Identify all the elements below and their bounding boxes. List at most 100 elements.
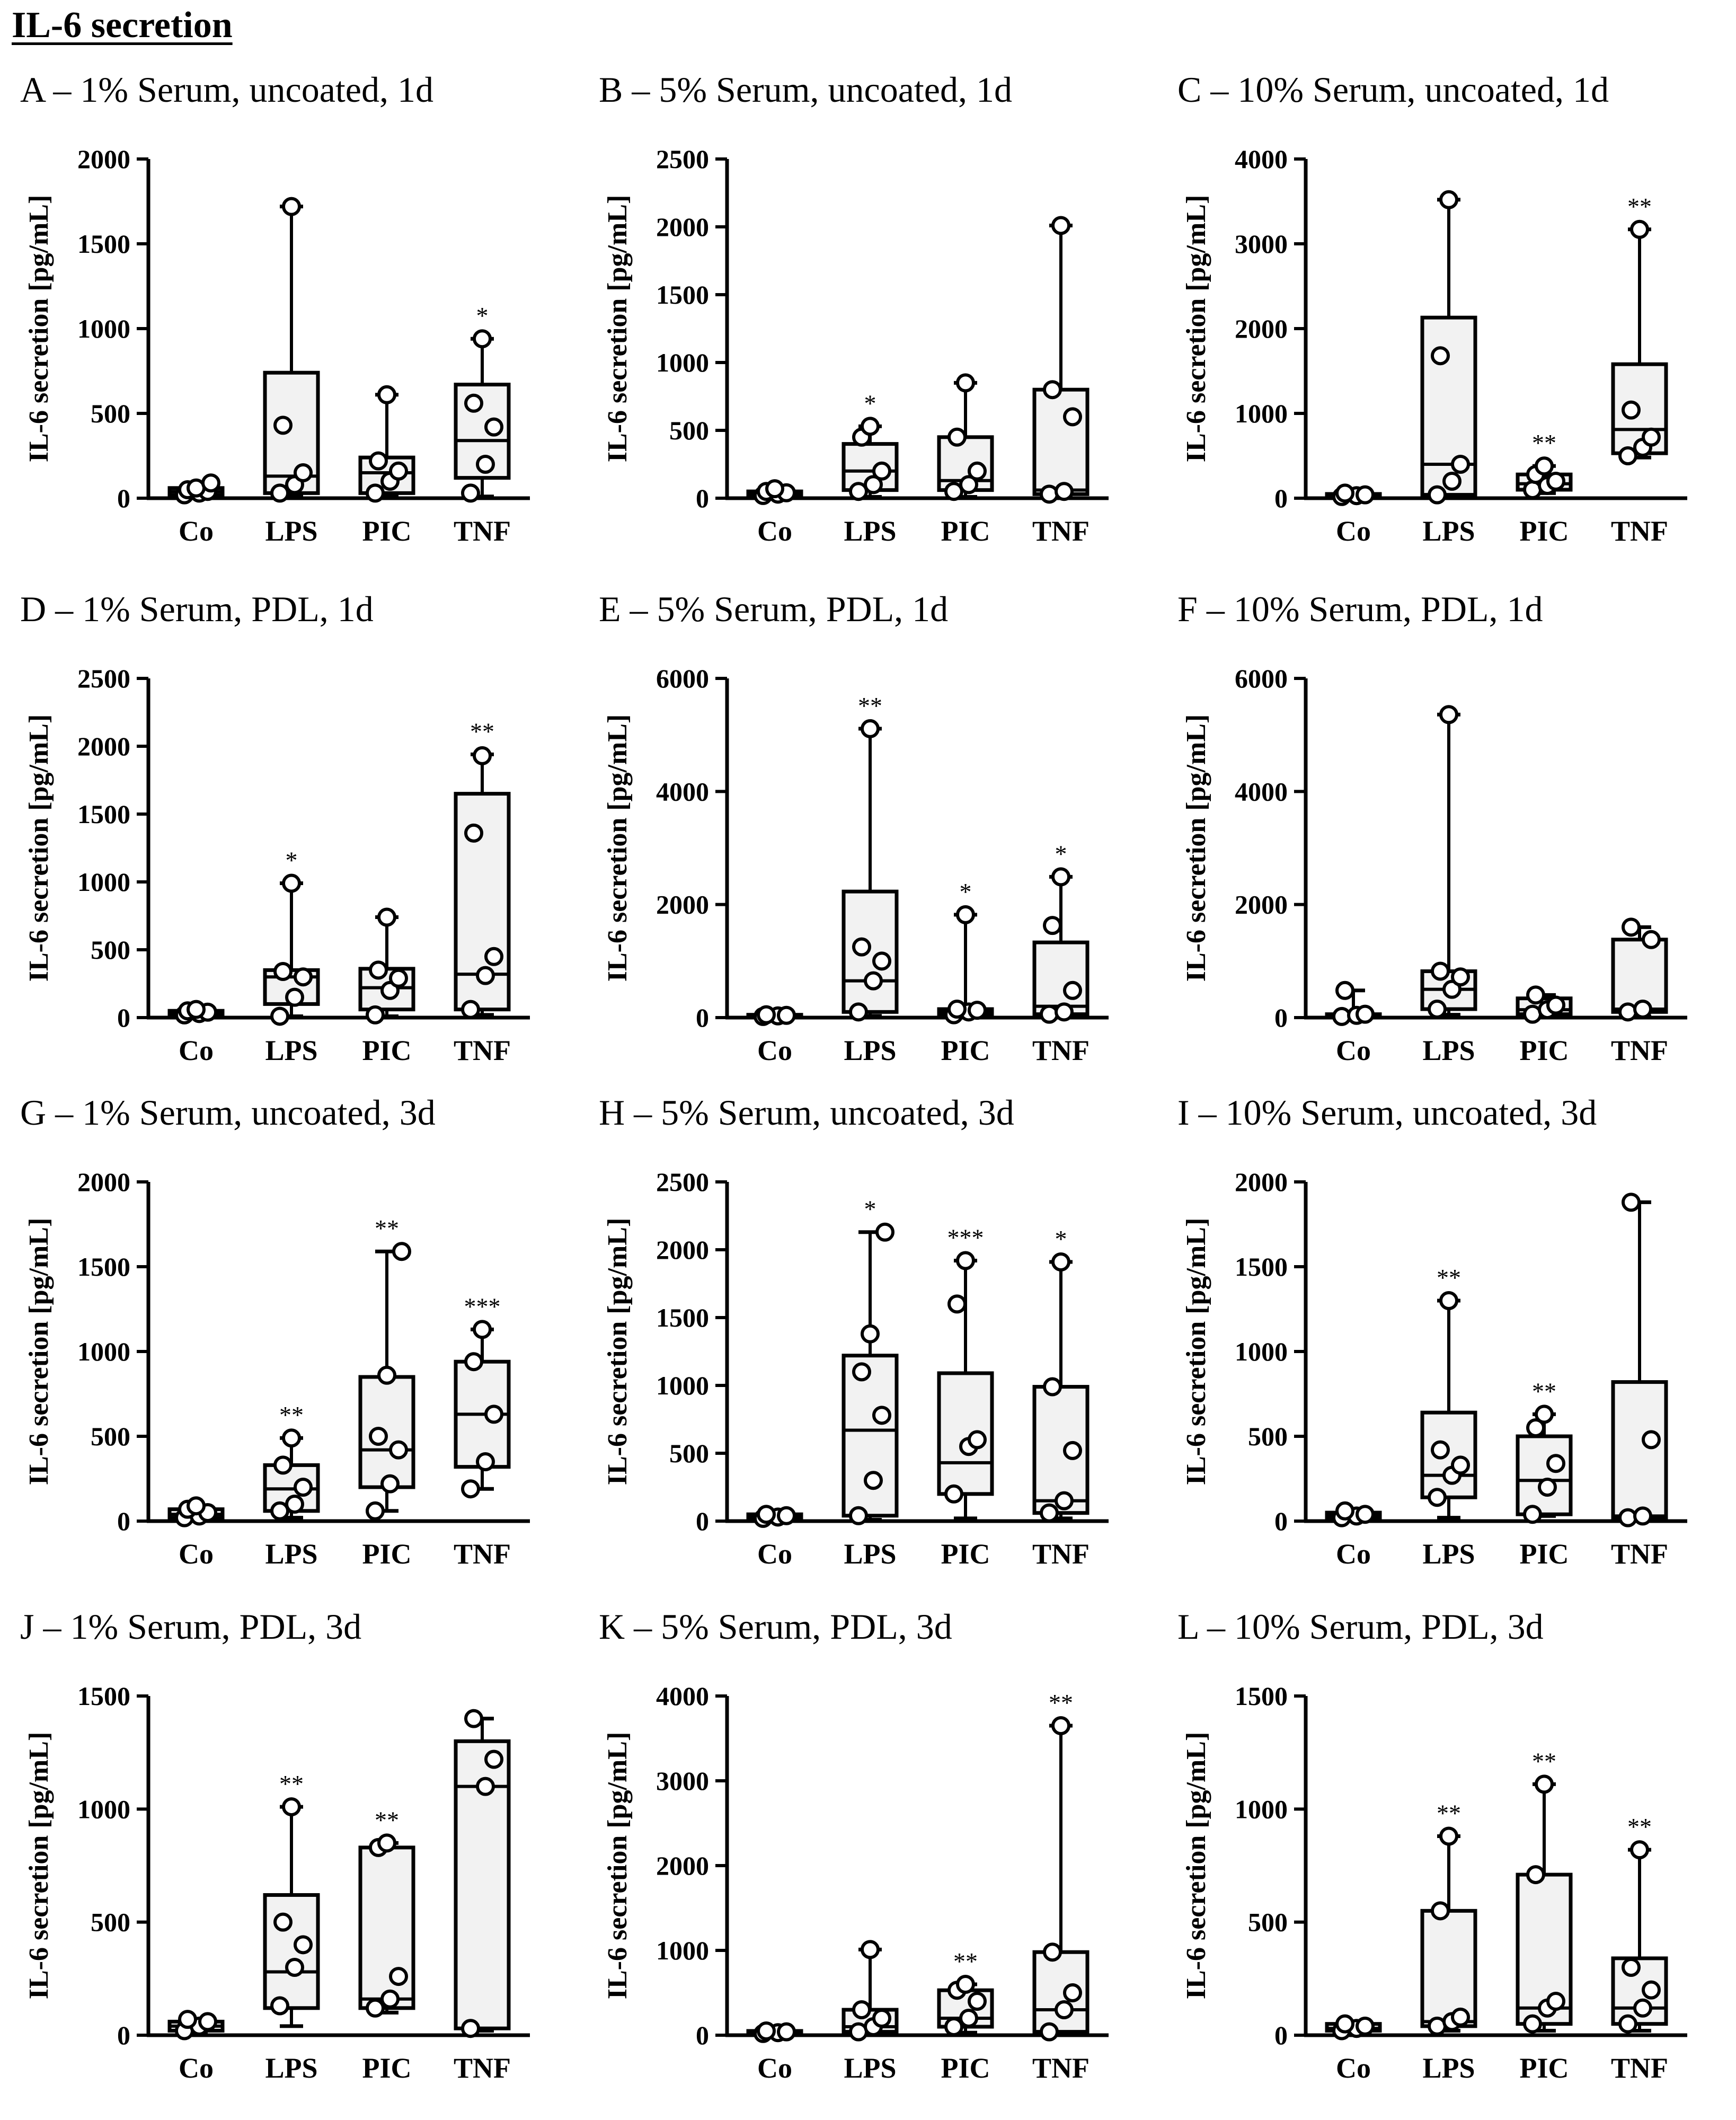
- data-point: [1431, 961, 1450, 981]
- data-point: [273, 961, 293, 981]
- x-category-label: PIC: [941, 1035, 990, 1066]
- chart-title: L – 10% Serum, PDL, 3d: [1177, 1606, 1544, 1647]
- significance-label: **: [1049, 1689, 1073, 1716]
- data-point: [294, 1478, 313, 1497]
- y-axis-title: IL-6 secretion [pg/mL]: [1181, 1218, 1211, 1486]
- box-plot: 0 500 1000 1500 2000 2500 IL-6 secretion [pg/m…: [603, 144, 1109, 547]
- y-tick-label: 0: [1274, 2020, 1288, 2050]
- data-point: [861, 1940, 880, 1959]
- data-point: [956, 373, 975, 393]
- data-point: [1633, 1000, 1652, 1019]
- data-point: [369, 1427, 388, 1446]
- data-point: [968, 1001, 987, 1020]
- data-point: [944, 2017, 963, 2036]
- y-tick-label: 1000: [656, 1936, 709, 1965]
- y-tick-label: 1500: [77, 1681, 130, 1711]
- data-point: [956, 1251, 975, 1270]
- y-tick-label: 0: [117, 483, 130, 513]
- chart-title: F – 10% Serum, PDL, 1d: [1177, 589, 1543, 629]
- box-co: [746, 1505, 803, 1528]
- box-lps: **: [1420, 1264, 1477, 1520]
- box-tnf: **: [454, 718, 511, 1019]
- data-point: [484, 947, 503, 966]
- y-tick-label: 2000: [1235, 314, 1288, 343]
- data-point: [872, 1406, 891, 1425]
- data-point: [864, 475, 883, 494]
- x-category-label: PIC: [1520, 1538, 1569, 1570]
- x-category-label: PIC: [362, 1035, 412, 1066]
- chart-title: A – 1% Serum, uncoated, 1d: [20, 69, 433, 110]
- box-iqr: [263, 1893, 320, 2010]
- box-lps: **: [1420, 1800, 1477, 2036]
- significance-label: **: [279, 1401, 304, 1428]
- y-tick-label: 500: [1248, 1907, 1288, 1937]
- data-point: [852, 937, 871, 957]
- box-iqr: [1032, 387, 1090, 496]
- data-point: [1442, 472, 1462, 491]
- x-category-label: LPS: [265, 1035, 317, 1066]
- x-category-label: PIC: [941, 515, 990, 547]
- x-category-label: Co: [1336, 2052, 1371, 2084]
- data-point: [1051, 216, 1070, 235]
- data-point: [1526, 1418, 1545, 1437]
- y-tick-label: 2000: [1235, 1167, 1288, 1197]
- data-point: [1451, 967, 1470, 987]
- y-tick-label: 0: [696, 2020, 709, 2050]
- x-category-label: Co: [757, 1035, 792, 1066]
- y-tick-label: 500: [91, 399, 130, 428]
- box-pic: **: [1516, 429, 1573, 499]
- data-point: [201, 473, 220, 493]
- data-point: [944, 1484, 963, 1504]
- y-tick-label: 0: [1274, 1506, 1288, 1536]
- x-category-label: PIC: [362, 515, 412, 547]
- significance-label: **: [1437, 1264, 1461, 1291]
- data-point: [765, 479, 784, 499]
- data-point: [282, 1797, 301, 1817]
- significance-label: *: [960, 878, 972, 905]
- data-point: [947, 427, 967, 447]
- box-iqr: [1611, 938, 1668, 1014]
- y-tick-label: 1000: [656, 1371, 709, 1400]
- box-plot: 0 2000 4000 6000 IL-6 secretion [pg/mL] Co LPS…: [1181, 664, 1687, 1066]
- data-point: [956, 1975, 975, 1994]
- data-point: [1535, 1774, 1554, 1794]
- data-point: [757, 1505, 776, 1524]
- data-point: [757, 2021, 776, 2040]
- box-lps: [1420, 190, 1477, 505]
- box-plot: 0 500 1000 1500 IL-6 secretion [pg/mL] Co ** LP…: [24, 1681, 530, 2084]
- data-point: [178, 2010, 197, 2029]
- x-category-label: TNF: [1611, 1035, 1668, 1066]
- data-point: [1642, 427, 1661, 447]
- x-category-label: PIC: [362, 1538, 412, 1570]
- data-point: [369, 451, 388, 471]
- data-point: [366, 483, 385, 503]
- data-point: [366, 1998, 385, 2018]
- x-category-label: Co: [179, 515, 214, 547]
- box-tnf: ***: [454, 1293, 511, 1499]
- chart-title: J – 1% Serum, PDL, 3d: [20, 1606, 362, 1647]
- y-tick-label: 2000: [656, 890, 709, 920]
- y-tick-label: 1500: [1235, 1252, 1288, 1282]
- data-point: [282, 197, 301, 216]
- data-point: [366, 1501, 385, 1521]
- box-co: [1325, 1501, 1382, 1527]
- y-tick-label: 2500: [656, 1167, 709, 1197]
- data-point: [861, 1324, 880, 1344]
- data-point: [464, 823, 483, 843]
- page-title: IL-6 secretion: [12, 5, 233, 46]
- data-point: [464, 393, 483, 413]
- data-point: [849, 1002, 868, 1022]
- y-axis-title: IL-6 secretion [pg/mL]: [603, 714, 633, 982]
- data-point: [1356, 2016, 1375, 2036]
- y-tick-label: 2000: [1235, 890, 1288, 920]
- data-point: [476, 455, 495, 474]
- box-tnf: *: [1032, 1225, 1090, 1523]
- x-category-label: PIC: [1520, 2052, 1569, 2084]
- data-point: [1439, 190, 1458, 209]
- x-category-label: TNF: [454, 1538, 511, 1570]
- data-point: [285, 987, 304, 1007]
- box-lps: *: [842, 1196, 899, 1525]
- data-point: [282, 1428, 301, 1448]
